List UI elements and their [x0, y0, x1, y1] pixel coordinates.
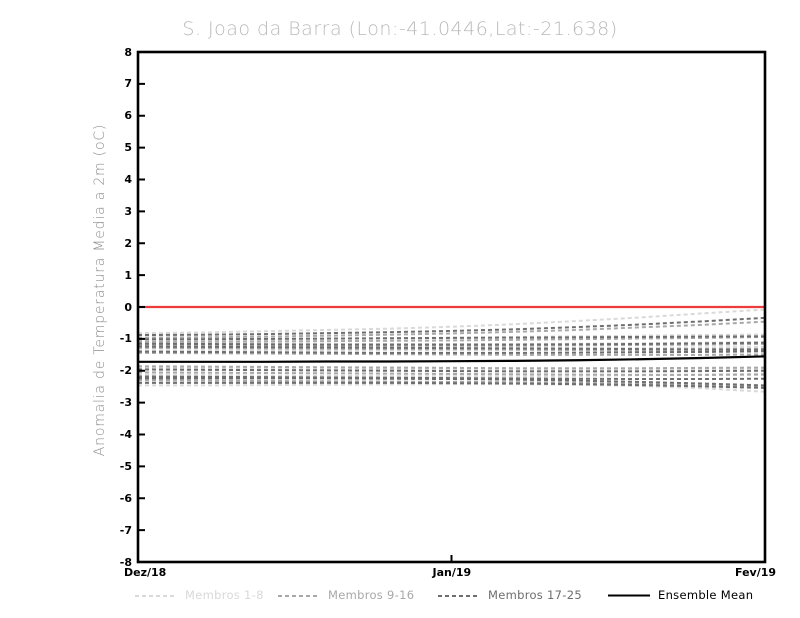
legend-swatch-icon: [135, 594, 177, 597]
y-tick-label: -7: [119, 523, 132, 537]
series-line: [137, 308, 766, 335]
legend-item[interactable]: Membros 9-16: [278, 586, 414, 604]
legend-label: Membros 1-8: [185, 588, 264, 602]
y-tick-label: -3: [119, 396, 132, 410]
legend-label: Ensemble Mean: [658, 588, 754, 602]
x-tick-label: Jan/19: [432, 566, 472, 579]
x-tick-label: Fev/19: [735, 566, 777, 579]
legend-swatch-icon: [608, 589, 650, 601]
y-tick-label: -2: [119, 364, 132, 378]
y-tick-label: 6: [124, 109, 132, 123]
chart-legend: Membros 1-8 Membros 9-16 Membros 17-25 Ense…: [0, 586, 800, 606]
y-tick-label: 1: [124, 268, 132, 282]
y-tick-label: -1: [119, 332, 132, 346]
y-tick-label: 2: [124, 236, 132, 250]
legend-swatch-icon: [438, 594, 480, 597]
x-tick-label: Dez/18: [124, 566, 167, 579]
legend-item[interactable]: Membros 17-25: [438, 586, 582, 604]
y-tick-label: 0: [124, 300, 132, 314]
series-layer: [137, 308, 766, 393]
y-tick-label: 7: [124, 77, 132, 91]
legend-label: Membros 9-16: [328, 588, 415, 602]
y-tick-label: 5: [124, 141, 132, 155]
y-tick-label: -4: [119, 428, 132, 441]
legend-item[interactable]: Membros 1-8: [135, 586, 264, 604]
y-tick-label: -5: [119, 459, 132, 473]
plot-frame: [136, 50, 767, 564]
series-line: [137, 351, 766, 356]
y-tick-label: 4: [124, 173, 132, 186]
y-tick-label: -8: [119, 555, 132, 569]
series-line: [138, 355, 766, 363]
y-tick-label: -6: [119, 491, 132, 505]
legend-label: Membros 17-25: [488, 588, 582, 602]
y-tick-label: 3: [124, 204, 132, 218]
chart-title: S. Joao da Barra (Lon:-41.0446,Lat:-21.6…: [182, 18, 618, 40]
legend-item[interactable]: Ensemble Mean: [608, 586, 753, 604]
series-line: [137, 350, 766, 354]
y-axis-tick-labels: 8 7 6 5 4 3 2 1 0 -1 -2 -3 -4 -5 -6 -7 -8: [104, 0, 132, 618]
legend-swatch-icon: [278, 594, 320, 597]
y-tick-label: 8: [124, 45, 132, 59]
